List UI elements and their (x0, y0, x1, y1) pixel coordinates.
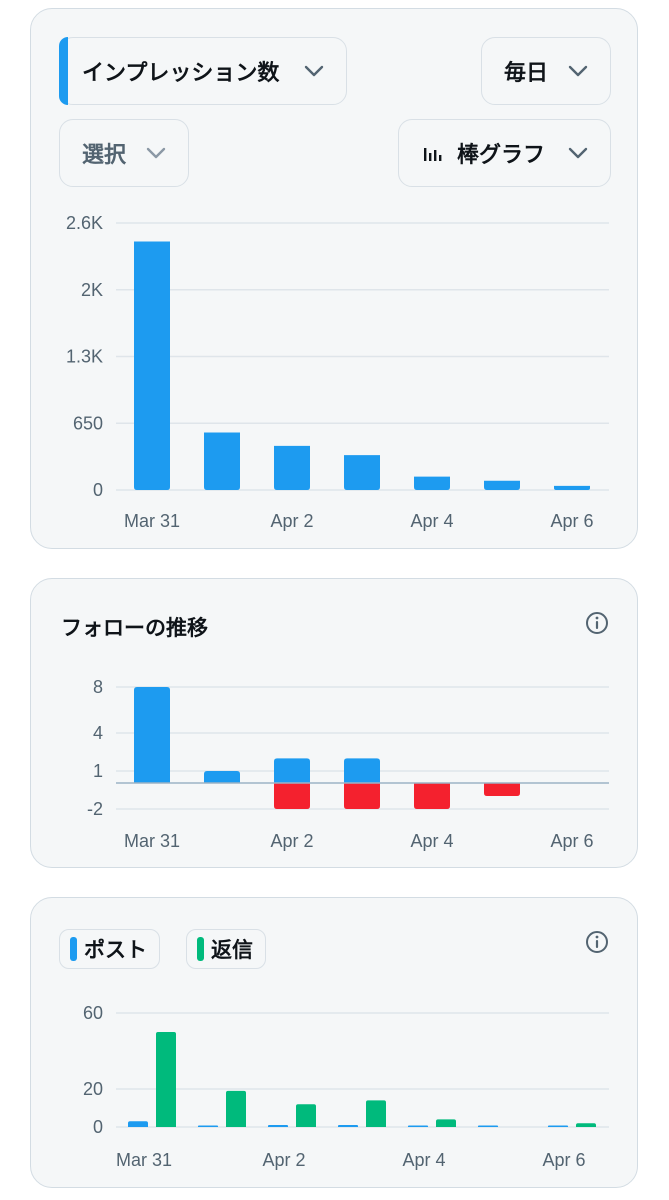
reply-bar (156, 1032, 176, 1127)
info-icon[interactable] (585, 930, 609, 954)
post-bar (548, 1125, 568, 1127)
period-select-label: 毎日 (504, 60, 549, 85)
chart-type-select-label: 棒グラフ (457, 142, 546, 167)
negative-bar (414, 783, 450, 809)
impressions-card: インプレッション数 毎日 選択 棒グラフ 2.6K 2K 1.3K 650 0 Mar 3… (30, 8, 638, 549)
bar (344, 455, 380, 490)
legend-swatch (70, 937, 77, 961)
x-tick-label: Apr 4 (410, 831, 453, 851)
posts-card: ポスト 返信 60 20 0 Mar 31 Apr 2 Apr 4 Apr 6 (30, 897, 638, 1188)
positive-bar (204, 771, 240, 783)
positive-bar (134, 687, 170, 783)
x-tick-label: Apr 2 (270, 511, 313, 531)
follows-card: フォローの推移 8 4 1 -2 Mar 31 Apr 2 Apr 4 Apr 6 (30, 578, 638, 868)
chart-type-select[interactable]: 棒グラフ (398, 119, 611, 187)
y-tick-label: 8 (93, 677, 103, 697)
post-bar (128, 1121, 148, 1127)
y-tick-label: 0 (93, 1117, 103, 1137)
metric-select[interactable]: インプレッション数 (59, 37, 347, 105)
period-select[interactable]: 毎日 (481, 37, 611, 105)
x-tick-label: Apr 2 (262, 1150, 305, 1170)
metric-select-label: インプレッション数 (82, 60, 280, 85)
compare-select-label: 選択 (82, 142, 127, 167)
compare-select[interactable]: 選択 (59, 119, 189, 187)
y-tick-label: 0 (93, 480, 103, 500)
x-tick-label: Mar 31 (124, 831, 180, 851)
post-bar (198, 1125, 218, 1127)
y-tick-label: 4 (93, 723, 103, 743)
negative-bar (274, 783, 310, 809)
info-icon[interactable] (585, 611, 609, 635)
follows-bar-chart: 8 4 1 -2 Mar 31 Apr 2 Apr 4 Apr 6 (87, 677, 609, 851)
y-tick-label: 60 (83, 1003, 103, 1023)
metric-accent-bar (59, 37, 68, 105)
positive-bar (344, 758, 380, 783)
x-tick-label: Mar 31 (124, 511, 180, 531)
legend-swatch (197, 937, 204, 961)
x-tick-label: Apr 4 (410, 511, 453, 531)
y-tick-label: 2.6K (66, 213, 103, 233)
post-bar (408, 1125, 428, 1127)
reply-bar (436, 1119, 456, 1127)
legend-label: 返信 (211, 939, 253, 962)
post-bar (268, 1125, 288, 1127)
reply-bar (226, 1090, 246, 1127)
follows-card-title: フォローの推移 (61, 617, 208, 640)
y-tick-label: 1.3K (66, 347, 103, 367)
post-bar (338, 1125, 358, 1127)
negative-bar (344, 783, 380, 809)
chevron-down-icon (146, 147, 166, 159)
bar (134, 241, 170, 490)
chevron-down-icon (568, 65, 588, 77)
y-tick-label: 650 (73, 413, 103, 433)
x-tick-label: Mar 31 (116, 1150, 172, 1170)
legend-item-replies[interactable]: 返信 (186, 929, 266, 969)
posts-bar-chart: 60 20 0 Mar 31 Apr 2 Apr 4 Apr 6 (83, 1003, 609, 1170)
reply-bar (366, 1100, 386, 1127)
reply-bar (296, 1104, 316, 1127)
legend-item-posts[interactable]: ポスト (59, 929, 160, 969)
post-bar (478, 1125, 498, 1127)
y-tick-label: 1 (93, 761, 103, 781)
x-tick-label: Apr 4 (402, 1150, 445, 1170)
bar (484, 480, 520, 490)
bar (274, 445, 310, 490)
legend-label: ポスト (84, 939, 147, 962)
negative-bar (484, 783, 520, 796)
impressions-bar-chart: 2.6K 2K 1.3K 650 0 Mar 31 Apr 2 Apr 4 Apr 6 (66, 213, 609, 531)
x-tick-label: Apr 6 (542, 1150, 585, 1170)
reply-bar (576, 1123, 596, 1127)
y-tick-label: 2K (81, 280, 103, 300)
bar (414, 476, 450, 490)
bar (204, 432, 240, 490)
bar-chart-icon (424, 148, 442, 161)
chevron-down-icon (304, 65, 324, 77)
x-tick-label: Apr 2 (270, 831, 313, 851)
positive-bar (274, 758, 310, 783)
x-tick-label: Apr 6 (550, 511, 593, 531)
y-tick-label: 20 (83, 1079, 103, 1099)
x-tick-label: Apr 6 (550, 831, 593, 851)
chevron-down-icon (568, 147, 588, 159)
bar (554, 485, 590, 490)
y-tick-label: -2 (87, 799, 103, 819)
